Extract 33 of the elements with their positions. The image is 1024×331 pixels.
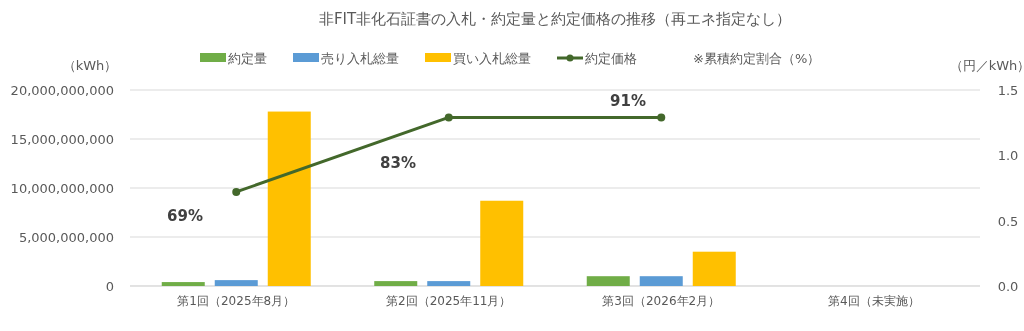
bar — [267, 111, 311, 286]
annotation: 69% — [167, 207, 203, 225]
y2-tick-label: 0.5 — [997, 213, 1019, 229]
bar — [480, 200, 524, 286]
y-tick-label: 10,000,000,000 — [10, 181, 114, 196]
y2-axis-title: （円／kWh） — [949, 58, 1024, 73]
y-tick-label: 20,000,000,000 — [10, 83, 114, 98]
bar — [586, 276, 630, 286]
y2-tick-label: 0.0 — [997, 279, 1019, 294]
legend-label: 売り入札総量 — [321, 51, 399, 66]
y-axis-title: （kWh） — [62, 58, 118, 73]
y-tick-label: 15,000,000,000 — [10, 132, 114, 147]
bar — [161, 282, 205, 286]
y2-tick-label: 1.5 — [997, 83, 1019, 98]
x-tick-label: 第2回（2025年11月） — [386, 294, 512, 308]
bar — [427, 281, 471, 286]
legend-label: 約定価格 — [585, 51, 637, 66]
chart-title: 非FIT非化石証書の入札・約定量と約定価格の推移（再エネ指定なし） — [318, 10, 792, 28]
text: ※累積約定割合（%） — [693, 51, 821, 66]
bar — [639, 276, 683, 286]
x-tick-label: 第1回（2025年8月） — [177, 294, 296, 308]
annotation: 83% — [380, 154, 416, 172]
bar — [692, 251, 736, 286]
bar — [374, 281, 418, 286]
bar — [214, 280, 258, 286]
y-tick-label: 0 — [105, 279, 114, 294]
legend-label: 買い入札総量 — [453, 51, 531, 66]
legend-label: 約定量 — [228, 51, 267, 66]
y-tick-label: 5,000,000,000 — [18, 230, 114, 245]
annotation: 91% — [610, 92, 646, 110]
x-tick-label: 第3回（2026年2月） — [602, 294, 721, 308]
x-tick-label: 第4回（未実施） — [827, 294, 920, 308]
y2-tick-label: 1.0 — [997, 148, 1019, 164]
